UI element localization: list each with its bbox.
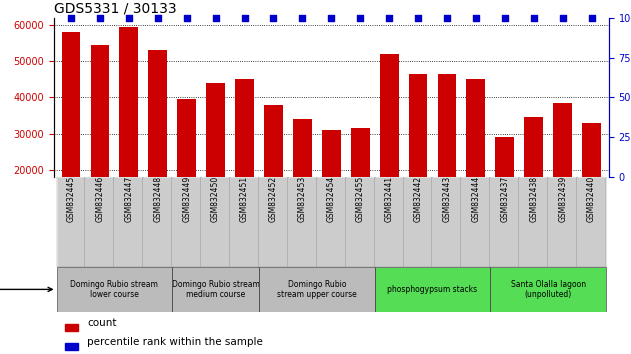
Point [211, 15, 221, 21]
FancyBboxPatch shape [375, 267, 490, 312]
Text: other: other [0, 284, 52, 295]
FancyBboxPatch shape [577, 177, 606, 267]
Point [442, 15, 452, 21]
Text: Santa Olalla lagoon
(unpolluted): Santa Olalla lagoon (unpolluted) [510, 280, 586, 299]
FancyBboxPatch shape [317, 177, 346, 267]
FancyBboxPatch shape [346, 177, 375, 267]
FancyBboxPatch shape [57, 267, 172, 312]
Point [124, 15, 134, 21]
Text: GSM832455: GSM832455 [356, 176, 365, 222]
Text: Domingo Rubio
stream upper course: Domingo Rubio stream upper course [277, 280, 357, 299]
Point [182, 15, 192, 21]
FancyBboxPatch shape [519, 177, 548, 267]
Text: percentile rank within the sample: percentile rank within the sample [87, 337, 263, 347]
Text: GSM832448: GSM832448 [153, 176, 162, 222]
Text: GSM832450: GSM832450 [211, 176, 220, 222]
Point [240, 15, 250, 21]
Text: GSM832442: GSM832442 [413, 176, 423, 222]
Text: GSM832447: GSM832447 [124, 176, 133, 222]
Point [586, 15, 596, 21]
Bar [524, 117, 543, 242]
Text: GSM832444: GSM832444 [471, 176, 480, 222]
Bar [62, 32, 80, 242]
Point [558, 15, 568, 21]
FancyBboxPatch shape [172, 267, 259, 312]
Bar [148, 50, 167, 242]
Bar [65, 343, 78, 350]
Bar [322, 130, 341, 242]
Text: Domingo Rubio stream
medium course: Domingo Rubio stream medium course [172, 280, 259, 299]
Bar [65, 324, 78, 331]
Text: GSM832437: GSM832437 [500, 176, 509, 222]
Text: GSM832454: GSM832454 [327, 176, 336, 222]
Bar [90, 45, 109, 242]
FancyBboxPatch shape [375, 177, 404, 267]
Bar [293, 119, 312, 242]
Bar [495, 137, 514, 242]
FancyBboxPatch shape [230, 177, 259, 267]
Point [413, 15, 423, 21]
Point [66, 15, 76, 21]
FancyBboxPatch shape [490, 177, 519, 267]
Point [95, 15, 105, 21]
Bar [380, 54, 399, 242]
Text: GDS5331 / 30133: GDS5331 / 30133 [54, 1, 176, 15]
Text: phosphogypsum stacks: phosphogypsum stacks [387, 285, 478, 294]
Bar [437, 74, 456, 242]
Bar [264, 104, 283, 242]
Point [500, 15, 510, 21]
Point [384, 15, 394, 21]
FancyBboxPatch shape [259, 267, 375, 312]
Text: GSM832452: GSM832452 [269, 176, 278, 222]
Point [471, 15, 481, 21]
Point [153, 15, 163, 21]
Text: count: count [87, 318, 117, 328]
Text: GSM832443: GSM832443 [442, 176, 451, 222]
FancyBboxPatch shape [114, 177, 143, 267]
FancyBboxPatch shape [432, 177, 461, 267]
Bar [351, 128, 370, 242]
FancyBboxPatch shape [85, 177, 114, 267]
Point [529, 15, 539, 21]
Bar [553, 103, 572, 242]
Point [297, 15, 307, 21]
Text: GSM832438: GSM832438 [529, 176, 538, 222]
FancyBboxPatch shape [57, 177, 85, 267]
Text: GSM832440: GSM832440 [587, 176, 596, 222]
Point [355, 15, 365, 21]
FancyBboxPatch shape [404, 177, 432, 267]
Text: GSM832449: GSM832449 [182, 176, 191, 222]
Text: GSM832446: GSM832446 [95, 176, 104, 222]
FancyBboxPatch shape [461, 177, 490, 267]
Text: GSM832453: GSM832453 [298, 176, 307, 222]
Bar [177, 99, 196, 242]
Text: GSM832445: GSM832445 [66, 176, 76, 222]
Bar [235, 79, 254, 242]
Point [326, 15, 336, 21]
Bar [206, 83, 225, 242]
Bar [409, 74, 427, 242]
Text: GSM832451: GSM832451 [240, 176, 249, 222]
FancyBboxPatch shape [172, 177, 201, 267]
Bar [466, 79, 485, 242]
Point [268, 15, 278, 21]
Bar [582, 123, 601, 242]
FancyBboxPatch shape [490, 267, 606, 312]
FancyBboxPatch shape [201, 177, 230, 267]
Text: Domingo Rubio stream
lower course: Domingo Rubio stream lower course [71, 280, 158, 299]
Text: GSM832441: GSM832441 [385, 176, 394, 222]
FancyBboxPatch shape [259, 177, 288, 267]
FancyBboxPatch shape [143, 177, 172, 267]
Bar [119, 27, 138, 242]
FancyBboxPatch shape [548, 177, 577, 267]
Text: GSM832439: GSM832439 [558, 176, 567, 222]
FancyBboxPatch shape [288, 177, 317, 267]
